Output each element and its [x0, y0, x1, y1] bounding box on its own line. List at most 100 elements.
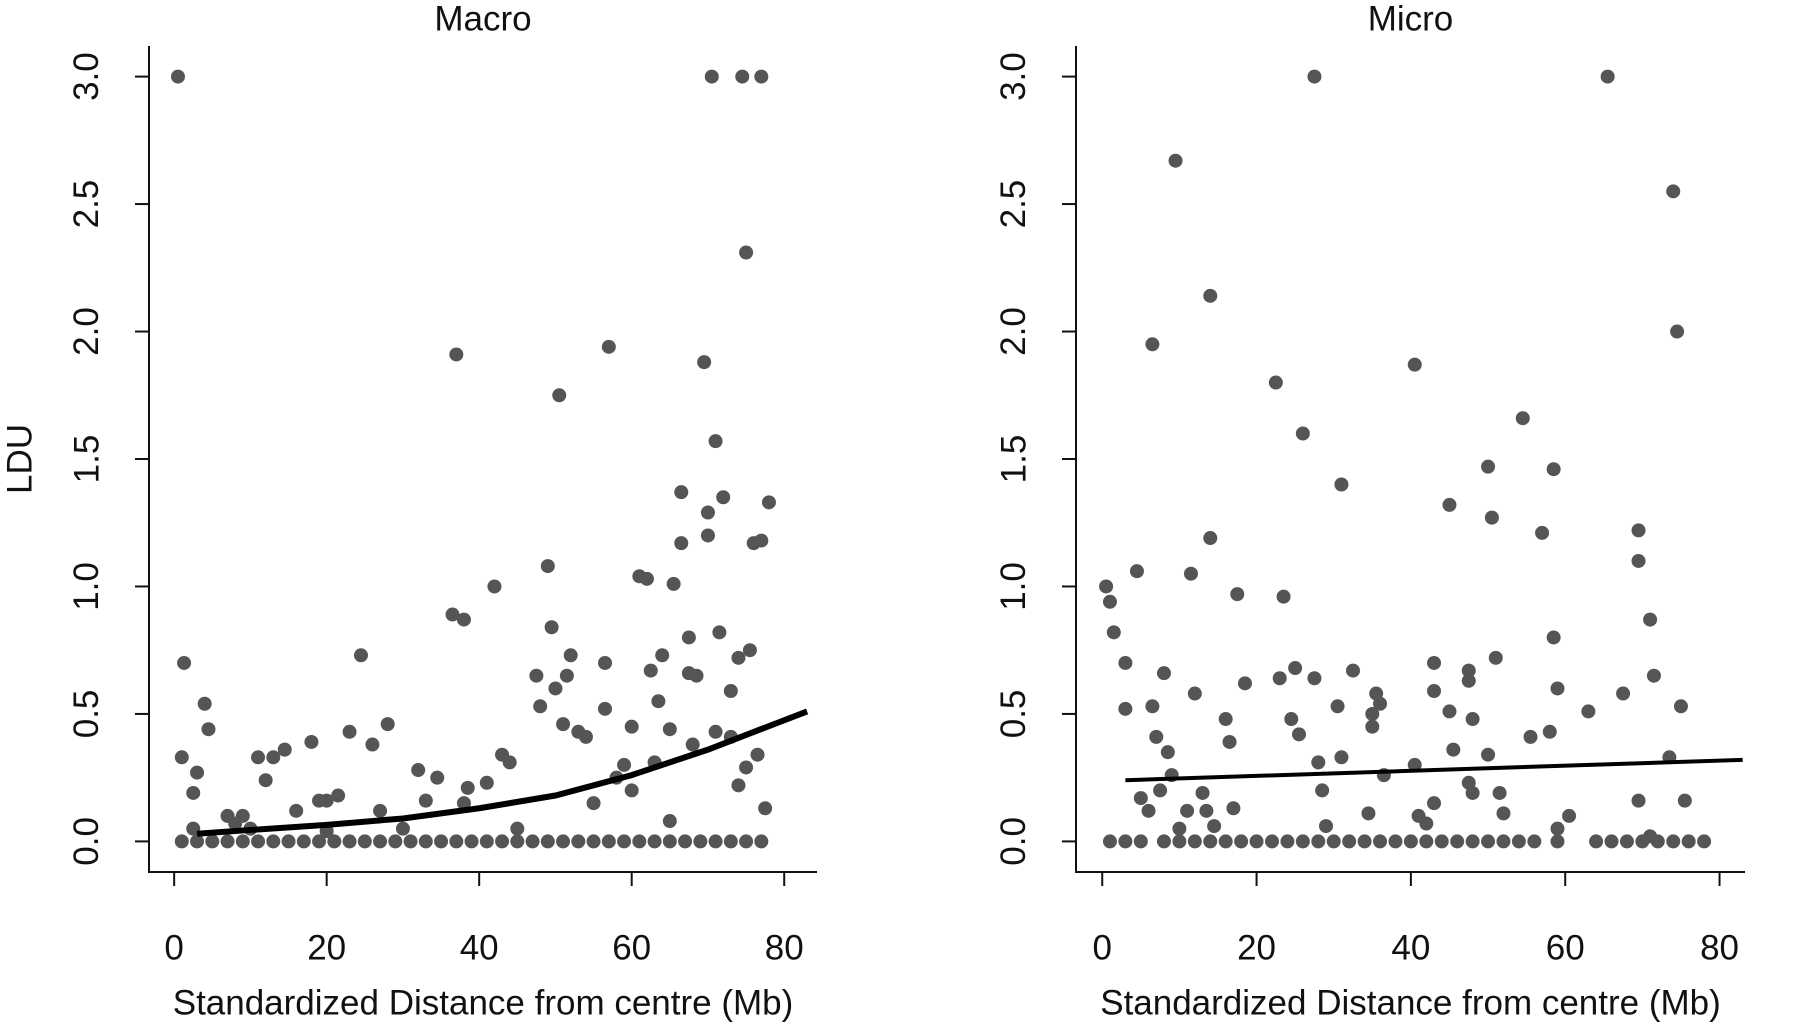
point [525, 834, 540, 849]
point [1427, 683, 1442, 698]
point [235, 834, 250, 849]
panel-title: Micro [1368, 0, 1454, 38]
point [1145, 337, 1160, 352]
point [174, 750, 189, 765]
point [1187, 686, 1202, 701]
point [731, 650, 746, 665]
x-tick-label: 60 [612, 928, 651, 967]
point [1388, 834, 1403, 849]
point [742, 643, 757, 658]
point [1407, 357, 1422, 372]
point [529, 668, 544, 683]
x-tick-label: 0 [164, 928, 183, 967]
point [544, 620, 559, 635]
point [1319, 819, 1334, 834]
point [1102, 594, 1117, 609]
point [716, 490, 731, 505]
point [1183, 566, 1198, 581]
y-axis-label: LDU [0, 424, 39, 494]
axis-frame [1075, 46, 1745, 873]
point [1666, 184, 1681, 199]
y-tick-label: 0.5 [994, 690, 1033, 739]
point [1546, 630, 1561, 645]
point [662, 722, 677, 737]
point [312, 834, 327, 849]
point [1342, 834, 1357, 849]
point [1195, 785, 1210, 800]
point [449, 834, 464, 849]
point [342, 724, 357, 739]
point [170, 69, 185, 84]
point [1156, 834, 1171, 849]
point [1129, 564, 1144, 579]
x-tick-label: 20 [1237, 928, 1276, 967]
point [674, 485, 689, 500]
point [1465, 834, 1480, 849]
point [365, 737, 380, 752]
point [251, 750, 266, 765]
point [693, 834, 708, 849]
point [1268, 375, 1283, 390]
point [1562, 808, 1577, 823]
point [1434, 834, 1449, 849]
point [1697, 834, 1712, 849]
point [1295, 426, 1310, 441]
point [289, 803, 304, 818]
point [1465, 785, 1480, 800]
point [617, 757, 632, 772]
point [662, 814, 677, 829]
point [1496, 834, 1511, 849]
point [1118, 655, 1133, 670]
point [1288, 661, 1303, 676]
point [548, 681, 563, 696]
point [739, 834, 754, 849]
point [456, 796, 471, 811]
point [598, 701, 613, 716]
point [177, 655, 192, 670]
point [712, 625, 727, 640]
point [1311, 834, 1326, 849]
point [689, 668, 704, 683]
point [1311, 755, 1326, 770]
point [1172, 821, 1187, 836]
point [571, 834, 586, 849]
point [754, 533, 769, 548]
point [220, 834, 235, 849]
point [1631, 523, 1646, 538]
point [624, 783, 639, 798]
point [1646, 668, 1661, 683]
point [739, 245, 754, 260]
point [1145, 699, 1160, 714]
point [342, 834, 357, 849]
point [418, 834, 433, 849]
point [186, 785, 201, 800]
point [1334, 477, 1349, 492]
point [319, 793, 334, 808]
point [464, 834, 479, 849]
point [578, 729, 593, 744]
point [674, 536, 689, 551]
point [704, 69, 719, 84]
point [456, 612, 471, 627]
point [449, 347, 464, 362]
point [327, 834, 342, 849]
point [1546, 462, 1561, 477]
point [258, 773, 273, 788]
point [1373, 696, 1388, 711]
point [235, 808, 250, 823]
point [1280, 834, 1295, 849]
point [1199, 803, 1214, 818]
point [1133, 791, 1148, 806]
point [1365, 706, 1380, 721]
point [201, 722, 216, 737]
point [1631, 553, 1646, 568]
point [1461, 673, 1476, 688]
point [1673, 699, 1688, 714]
point [1407, 757, 1422, 772]
point [708, 434, 723, 449]
x-axis-label: Standardized Distance from centre (Mb) [173, 983, 794, 1022]
point [1650, 834, 1665, 849]
point [617, 834, 632, 849]
point [1153, 783, 1168, 798]
point [1535, 525, 1550, 540]
